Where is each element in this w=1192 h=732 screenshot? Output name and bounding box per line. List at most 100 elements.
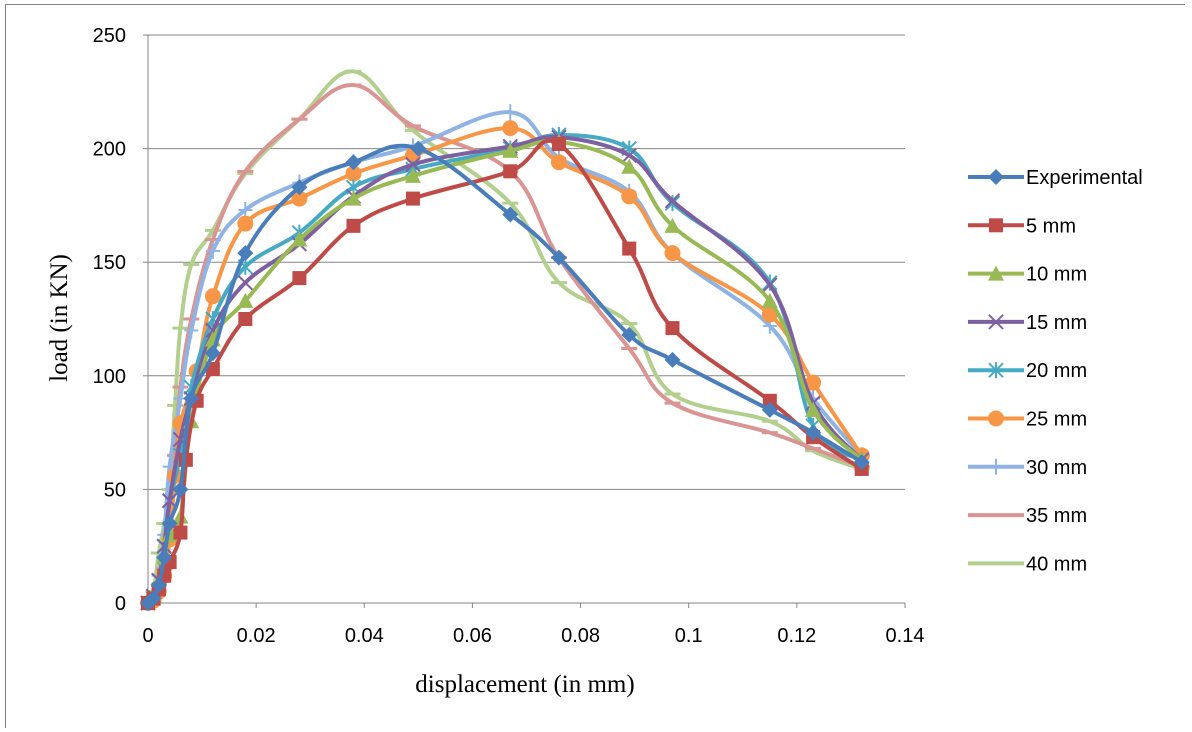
data-point-experimental [145, 590, 162, 607]
data-point-10-mm [761, 292, 778, 308]
data-point-10-mm [404, 167, 421, 183]
data-point-5-mm [622, 241, 637, 256]
data-point-experimental [172, 481, 189, 498]
data-point-25-mm [664, 245, 681, 262]
data-point-10-mm [502, 142, 519, 158]
legend-marker-experimental [988, 169, 1004, 185]
data-point-25-mm [237, 215, 254, 232]
legend-item-experimental: Experimental [968, 167, 1143, 189]
y-tick-label: 250 [93, 25, 126, 47]
legend-item-30-mm: 30 mm [968, 457, 1087, 479]
data-point-10-mm [664, 217, 681, 233]
data-point-5-mm [665, 321, 680, 336]
series-line-30-mm [146, 110, 864, 605]
series-layer [140, 69, 870, 611]
legend-label-15-mm: 15 mm [1026, 312, 1087, 334]
data-point-25-mm [345, 165, 362, 182]
legend-item-15-mm: 15 mm [968, 312, 1087, 334]
data-point-10-mm [621, 158, 638, 174]
legend-label-40-mm: 40 mm [1026, 553, 1087, 575]
data-point-25-mm [550, 154, 567, 171]
data-point-15-mm [621, 147, 637, 164]
legend-label-25-mm: 25 mm [1026, 409, 1087, 431]
data-point-5-mm [503, 164, 518, 179]
series-line-15-mm [146, 134, 864, 605]
y-tick-label: 200 [93, 139, 126, 161]
data-point-30-mm [184, 322, 199, 339]
tick-labels: 0 50 100 150 200 250 0 0.02 0.04 0.06 0.08 0.1 0.12 0… [93, 25, 925, 647]
y-tick-label: 150 [93, 252, 126, 274]
data-point-30-mm [503, 104, 518, 121]
data-point-5-mm [762, 393, 777, 408]
x-axis-title: displacement (in mm) [415, 671, 634, 698]
data-point-15-mm [161, 493, 178, 509]
legend-item-35-mm: 35 mm [968, 505, 1087, 527]
series-30-mm [141, 104, 869, 611]
data-point-5-mm [238, 312, 253, 326]
data-point-25-mm [621, 188, 638, 205]
legend-item-25-mm: 25 mm [968, 409, 1087, 431]
axes [143, 34, 906, 608]
x-tick-label: 0.14 [886, 625, 925, 647]
data-point-experimental [502, 206, 519, 223]
legend-marker-30-mm [989, 458, 1003, 475]
data-point-25-mm [291, 190, 308, 207]
data-point-30-mm [238, 201, 253, 218]
data-point-experimental [805, 424, 822, 441]
legend-label-20-mm: 20 mm [1026, 360, 1087, 382]
y-tick-label: 0 [115, 593, 126, 615]
legend: Experimental 5 mm 10 mm 15 mm 20 mm 25 mm 30 m… [968, 167, 1143, 575]
data-point-experimental [161, 515, 178, 532]
x-tick-label: 0.04 [345, 625, 384, 647]
legend-item-5-mm: 5 mm [968, 215, 1076, 237]
data-point-15-mm [762, 277, 778, 293]
data-point-25-mm [805, 374, 822, 391]
data-point-10-mm [345, 190, 362, 206]
y-tick-label: 50 [104, 479, 126, 501]
legend-marker-15-mm [988, 314, 1004, 330]
data-point-experimental [410, 140, 427, 157]
data-point-5-mm [346, 218, 361, 233]
series-25-mm [140, 120, 870, 611]
data-point-25-mm [761, 306, 778, 323]
data-point-experimental [291, 179, 308, 196]
x-tick-label: 0 [142, 625, 153, 647]
data-point-5-mm [292, 271, 307, 286]
x-tick-label: 0.1 [675, 625, 703, 647]
data-point-15-mm [237, 274, 254, 291]
data-point-experimental [345, 154, 362, 171]
data-point-25-mm [204, 288, 221, 305]
legend-item-10-mm: 10 mm [968, 264, 1087, 286]
data-point-experimental [237, 245, 254, 262]
y-axis-title: load (in KN) [46, 254, 73, 382]
y-tick-label: 100 [93, 366, 126, 388]
x-tick-label: 0.06 [453, 625, 492, 647]
data-point-experimental [621, 326, 638, 343]
x-tick-label: 0.08 [561, 625, 600, 647]
legend-marker-20-mm [988, 362, 1004, 379]
data-point-15-mm [664, 193, 681, 209]
legend-label-5-mm: 5 mm [1026, 215, 1076, 237]
x-tick-label: 0.12 [777, 625, 816, 647]
data-point-5-mm [405, 191, 420, 206]
data-point-10-mm [291, 231, 308, 247]
legend-marker-25-mm [988, 410, 1004, 427]
legend-label-experimental: Experimental [1026, 167, 1143, 189]
data-point-30-mm [205, 242, 220, 259]
chart-frame [5, 4, 1185, 728]
series-35-mm [140, 82, 870, 605]
data-point-10-mm [805, 401, 822, 417]
data-point-25-mm [502, 120, 519, 137]
series-experimental [140, 140, 870, 611]
data-point-15-mm [405, 156, 421, 173]
legend-marker-10-mm [988, 265, 1004, 281]
data-point-experimental [761, 401, 778, 418]
data-point-experimental [204, 345, 221, 362]
data-point-experimental [664, 351, 681, 368]
data-point-5-mm [551, 137, 566, 152]
data-point-experimental [156, 549, 173, 566]
legend-label-35-mm: 35 mm [1026, 505, 1087, 527]
legend-marker-5-mm [989, 218, 1003, 233]
data-point-experimental [853, 454, 870, 471]
